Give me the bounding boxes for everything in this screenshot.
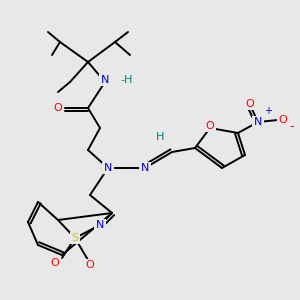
Text: N: N	[104, 163, 112, 173]
Text: N: N	[96, 220, 104, 230]
Text: +: +	[264, 106, 272, 116]
Text: O: O	[85, 260, 94, 270]
Text: N: N	[254, 117, 262, 127]
Text: O: O	[279, 115, 287, 125]
Text: O: O	[51, 258, 59, 268]
Text: O: O	[206, 121, 214, 131]
Text: O: O	[54, 103, 62, 113]
Text: S: S	[71, 233, 79, 243]
Text: N: N	[101, 75, 109, 85]
Text: O: O	[246, 99, 254, 109]
Text: -: -	[290, 121, 294, 134]
Text: H: H	[156, 132, 164, 142]
Text: -H: -H	[120, 75, 132, 85]
Text: N: N	[141, 163, 149, 173]
